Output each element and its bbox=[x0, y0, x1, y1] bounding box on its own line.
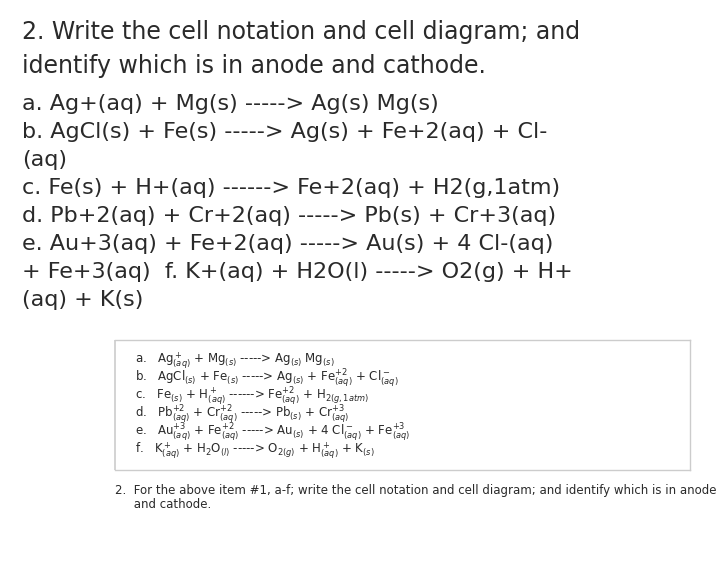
Text: b.   AgCl$_{(s)}$ + Fe$_{(s)}$ -----> Ag$_{(s)}$ + Fe$^{+2}_{(aq)}$ + Cl$^-_{(aq: b. AgCl$_{(s)}$ + Fe$_{(s)}$ -----> Ag$_… bbox=[135, 368, 399, 390]
Text: c.   Fe$_{(s)}$ + H$^+_{(aq)}$ ------> Fe$^{+2}_{(aq)}$ + H$_{2(g,1atm)}$: c. Fe$_{(s)}$ + H$^+_{(aq)}$ ------> Fe$… bbox=[135, 386, 369, 408]
Text: (aq) + K(s): (aq) + K(s) bbox=[22, 290, 143, 310]
Text: identify which is in anode and cathode.: identify which is in anode and cathode. bbox=[22, 54, 486, 78]
Text: a.   Ag$^+_{(aq)}$ + Mg$_{(s)}$ -----> Ag$_{(s)}$ Mg$_{(s)}$: a. Ag$^+_{(aq)}$ + Mg$_{(s)}$ -----> Ag$… bbox=[135, 350, 335, 371]
Text: a. Ag+(aq) + Mg(s) -----> Ag(s) Mg(s): a. Ag+(aq) + Mg(s) -----> Ag(s) Mg(s) bbox=[22, 94, 438, 114]
Text: (aq): (aq) bbox=[22, 150, 67, 170]
Text: e. Au+3(aq) + Fe+2(aq) -----> Au(s) + 4 Cl-(aq): e. Au+3(aq) + Fe+2(aq) -----> Au(s) + 4 … bbox=[22, 234, 554, 254]
Text: f.   K$^+_{(aq)}$ + H$_2$O$_{(l)}$ -----> O$_{2(g)}$ + H$^+_{(aq)}$ + K$_{(s)}$: f. K$^+_{(aq)}$ + H$_2$O$_{(l)}$ -----> … bbox=[135, 440, 375, 461]
Text: 2. Write the cell notation and cell diagram; and: 2. Write the cell notation and cell diag… bbox=[22, 20, 580, 44]
Text: and cathode.: and cathode. bbox=[115, 498, 211, 511]
Text: c. Fe(s) + H+(aq) ------> Fe+2(aq) + H2(g,1atm): c. Fe(s) + H+(aq) ------> Fe+2(aq) + H2(… bbox=[22, 178, 560, 198]
Text: + Fe+3(aq)  f. K+(aq) + H2O(l) -----> O2(g) + H+: + Fe+3(aq) f. K+(aq) + H2O(l) -----> O2(… bbox=[22, 262, 572, 282]
Text: b. AgCl(s) + Fe(s) -----> Ag(s) + Fe+2(aq) + Cl-: b. AgCl(s) + Fe(s) -----> Ag(s) + Fe+2(a… bbox=[22, 122, 547, 142]
Text: d. Pb+2(aq) + Cr+2(aq) -----> Pb(s) + Cr+3(aq): d. Pb+2(aq) + Cr+2(aq) -----> Pb(s) + Cr… bbox=[22, 206, 556, 226]
Text: e.   Au$^{+3}_{(aq)}$ + Fe$^{+2}_{(aq)}$ -----> Au$_{(s)}$ + 4 Cl$^-_{(aq)}$ + F: e. Au$^{+3}_{(aq)}$ + Fe$^{+2}_{(aq)}$ -… bbox=[135, 422, 410, 444]
Text: 2.  For the above item #1, a-f; write the cell notation and cell diagram; and id: 2. For the above item #1, a-f; write the… bbox=[115, 484, 716, 497]
Text: d.   Pb$^{+2}_{(aq)}$ + Cr$^{+2}_{(aq)}$ -----> Pb$_{(s)}$ + Cr$^{+3}_{(aq)}$: d. Pb$^{+2}_{(aq)}$ + Cr$^{+2}_{(aq)}$ -… bbox=[135, 404, 349, 426]
